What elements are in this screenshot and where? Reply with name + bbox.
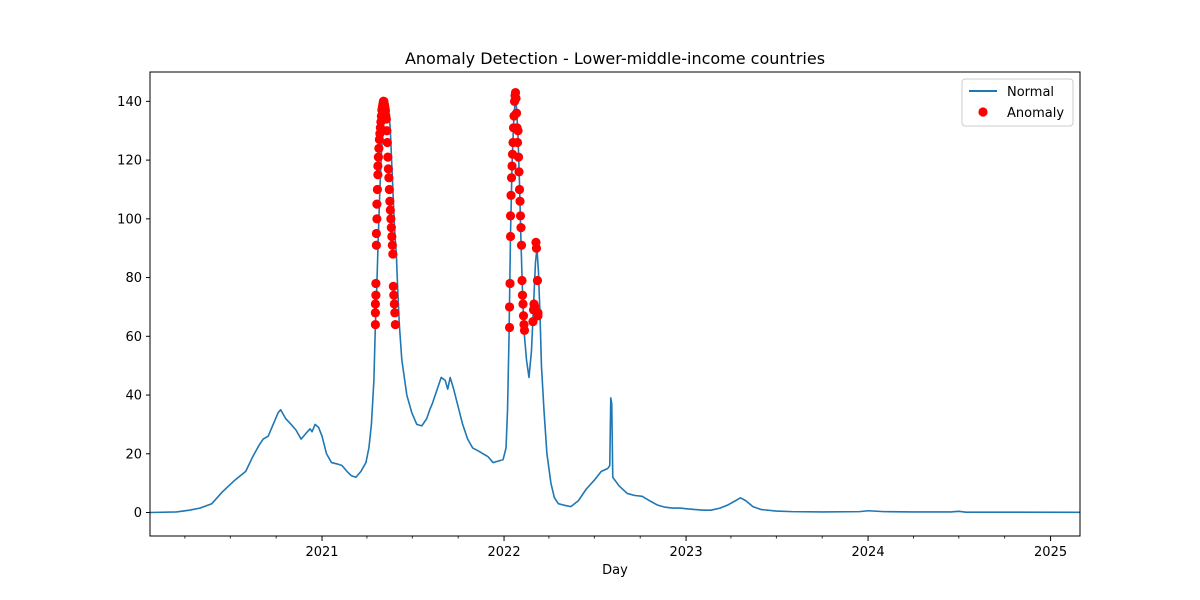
legend-label-anomaly: Anomaly <box>1007 106 1064 121</box>
y-tick-label: 60 <box>125 330 142 345</box>
y-axis: 0 20 40 60 80 100 120 140 <box>117 95 150 521</box>
anomaly-point <box>515 196 525 206</box>
anomaly-point <box>373 152 383 162</box>
y-tick-label: 140 <box>117 95 142 110</box>
anomaly-point <box>390 319 400 330</box>
anomaly-point <box>388 249 398 259</box>
y-tick-label: 80 <box>125 271 142 286</box>
anomaly-point <box>517 275 527 286</box>
anomaly-point <box>519 325 530 336</box>
anomaly-point <box>513 126 523 136</box>
anomaly-point <box>385 205 395 215</box>
x-tick-label: 2023 <box>670 545 703 560</box>
anomaly-point <box>533 311 543 321</box>
anomaly-point <box>388 281 398 291</box>
legend: Normal Anomaly <box>961 78 1074 127</box>
anomaly-point <box>387 231 397 242</box>
anomaly-point <box>532 275 543 286</box>
anomaly-point <box>382 126 392 136</box>
anomaly-point <box>370 299 380 309</box>
anomaly-point <box>511 93 521 104</box>
anomaly-point <box>372 184 382 195</box>
x-tick-label: 2021 <box>305 545 338 560</box>
x-axis-title: Day <box>602 563 628 578</box>
anomaly-point <box>513 152 524 162</box>
anomaly-point <box>505 211 516 221</box>
anomaly-point <box>518 311 529 321</box>
y-tick-label: 40 <box>125 389 142 404</box>
legend-anomaly-swatch <box>978 107 988 117</box>
anomaly-point <box>511 108 522 118</box>
anomaly-point <box>372 214 382 224</box>
y-tick-label: 120 <box>117 154 142 169</box>
anomaly-point <box>371 290 381 300</box>
anomaly-point <box>386 214 396 224</box>
anomaly-point <box>389 290 399 300</box>
anomaly-point <box>382 137 392 148</box>
anomaly-point <box>373 161 383 171</box>
anomaly-point <box>383 152 393 162</box>
anomaly-point <box>371 278 381 289</box>
x-axis: 2021 2022 2023 2024 2025 <box>184 536 1067 560</box>
anomaly-point <box>373 170 383 180</box>
anomaly-point <box>506 173 517 183</box>
anomaly-point <box>516 223 526 233</box>
chart-title: Anomaly Detection - Lower-middle-income … <box>405 49 825 68</box>
anomaly-point <box>370 308 380 318</box>
anomaly-point <box>370 319 380 330</box>
anomaly-point <box>374 143 384 153</box>
anomaly-point <box>515 211 526 221</box>
anomaly-point <box>531 243 542 253</box>
series-line-normal <box>149 100 1081 514</box>
anomaly-point <box>383 164 393 174</box>
anomaly-point <box>390 308 400 318</box>
anomaly-point <box>389 299 399 309</box>
anomaly-point <box>371 240 381 250</box>
anomaly-point <box>512 137 523 148</box>
anomaly-point <box>385 196 395 206</box>
anomaly-point <box>372 199 382 209</box>
x-tick-label: 2022 <box>488 545 521 560</box>
anomaly-point <box>387 240 397 250</box>
anomaly-point <box>504 302 515 312</box>
y-tick-label: 100 <box>117 212 142 227</box>
anomaly-point <box>381 114 391 124</box>
anomaly-point <box>504 322 515 333</box>
plot-frame <box>149 71 1081 537</box>
anomaly-point <box>505 231 516 242</box>
legend-label-normal: Normal <box>1007 85 1054 100</box>
anomaly-point <box>514 184 525 195</box>
anomaly-point <box>384 173 394 183</box>
x-tick-label: 2025 <box>1034 545 1067 560</box>
y-tick-label: 0 <box>134 506 142 521</box>
anomaly-point <box>371 228 381 239</box>
anomaly-point <box>386 223 396 233</box>
anomaly-point <box>516 240 527 250</box>
anomaly-point <box>505 278 515 289</box>
anomaly-point <box>517 290 528 300</box>
anomaly-point <box>507 161 517 171</box>
anomaly-point <box>518 299 528 309</box>
x-tick-label: 2024 <box>852 545 885 560</box>
plot-area <box>149 71 1081 537</box>
anomaly-point <box>506 190 516 200</box>
y-tick-label: 20 <box>125 447 142 462</box>
anomaly-point <box>514 167 524 177</box>
anomaly-point <box>384 184 394 195</box>
